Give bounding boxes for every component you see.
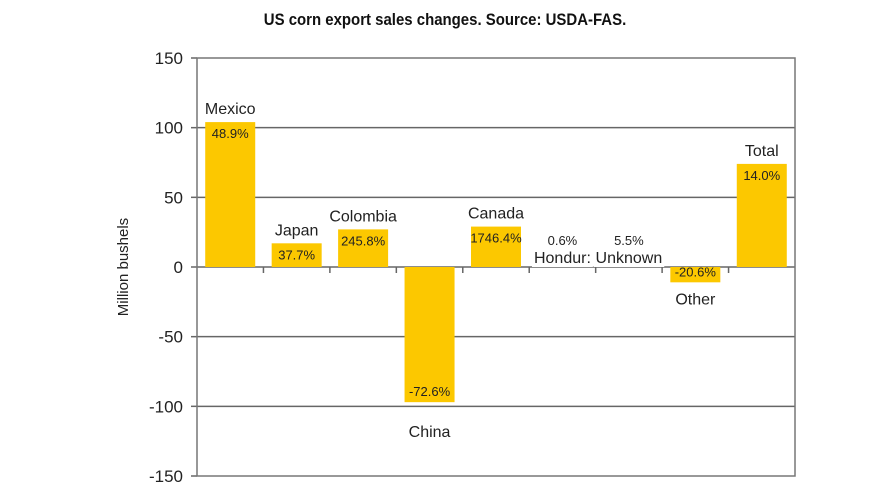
category-label-bg bbox=[327, 208, 400, 226]
data-label: 48.9% bbox=[212, 126, 249, 141]
data-label: 245.8% bbox=[341, 233, 386, 248]
bar bbox=[404, 267, 455, 403]
bar bbox=[205, 122, 256, 268]
category-label-bg bbox=[272, 222, 321, 240]
bar bbox=[471, 226, 521, 267]
plot-border bbox=[196, 57, 796, 477]
data-label: 1746.4% bbox=[470, 231, 522, 246]
y-axis-label: Million bushels bbox=[115, 218, 132, 316]
y-tick-label: -100 bbox=[149, 397, 183, 416]
category-label-bg bbox=[465, 205, 527, 223]
category-label: Colombia bbox=[329, 208, 397, 225]
bar bbox=[271, 243, 322, 267]
category-label-bg bbox=[406, 424, 453, 442]
category-label-bg bbox=[673, 291, 719, 309]
category-label: Japan bbox=[275, 222, 319, 239]
bar bbox=[338, 229, 389, 267]
category-label-bg bbox=[593, 250, 665, 267]
data-label: -20.6% bbox=[675, 264, 717, 279]
category-label: Total bbox=[745, 143, 779, 160]
category-label: Other bbox=[675, 291, 716, 308]
data-label: 14.0% bbox=[743, 168, 780, 183]
category-label-bg bbox=[531, 250, 593, 267]
category-label: China bbox=[409, 424, 451, 441]
y-tick-label: 50 bbox=[164, 188, 183, 207]
y-tick-label: -150 bbox=[149, 467, 183, 486]
data-label: -72.6% bbox=[409, 384, 451, 399]
chart-title: US corn export sales changes. Source: US… bbox=[263, 10, 627, 29]
bar bbox=[670, 267, 721, 283]
bar bbox=[736, 163, 787, 267]
y-tick-label: 0 bbox=[174, 258, 183, 277]
data-label: 5.5% bbox=[614, 233, 644, 248]
y-tick-label: -50 bbox=[158, 328, 183, 347]
category-label: Mexico bbox=[205, 101, 256, 118]
data-label: 37.7% bbox=[278, 247, 315, 262]
data-label: 0.6% bbox=[548, 233, 578, 248]
category-label: Unknown bbox=[596, 250, 663, 267]
category-label: Canada bbox=[468, 206, 524, 223]
category-label-bg bbox=[742, 142, 781, 160]
y-tick-label: 100 bbox=[155, 119, 183, 138]
y-tick-label: 150 bbox=[155, 49, 183, 68]
category-label: Hondur: bbox=[534, 250, 591, 267]
category-label-bg bbox=[202, 101, 258, 119]
